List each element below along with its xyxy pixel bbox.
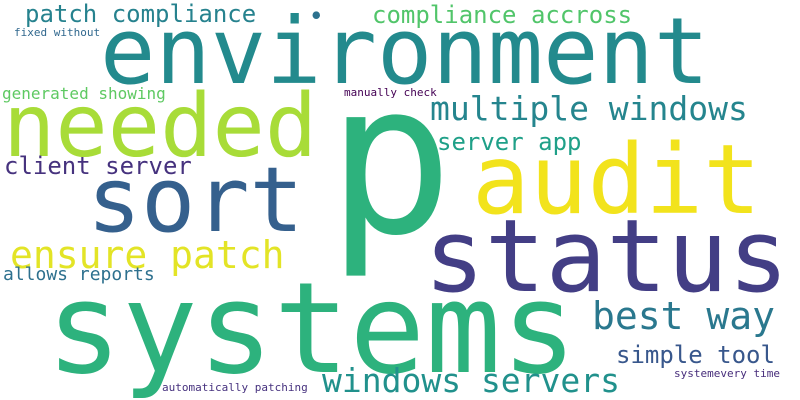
word-sort: sort [87,148,304,253]
word-environment: environment [100,0,710,105]
word-ensure-patch: ensure patch [10,233,285,277]
word-server-app: server app [437,128,582,156]
word-status: status [424,197,789,315]
word-allows-reports: allows reports [3,264,155,285]
word-best-way: best way [592,294,776,338]
word-needed: needed [3,75,318,177]
word-p: p [327,37,454,282]
word-generated-showing: generated showing [2,84,166,103]
word-fixed-without: fixed without [14,26,101,39]
word-client-server: client server [4,152,192,180]
word-patch-compliance: patch compliance [25,0,257,28]
word-compliance-accross: compliance accross [372,1,633,29]
word-dot: • [303,7,333,23]
word-multiple-windows: multiple windows [430,89,748,128]
word-systems: systems [46,255,578,400]
word-windows-servers: windows servers [322,361,621,400]
word-audit: audit [472,124,761,236]
word-automatically-patching: automatically patching [162,381,308,394]
word-simple-tool: simple tool [616,341,775,369]
word-systemevery-time: systemevery time [674,367,780,380]
word-manually-check: manually check [344,86,437,99]
